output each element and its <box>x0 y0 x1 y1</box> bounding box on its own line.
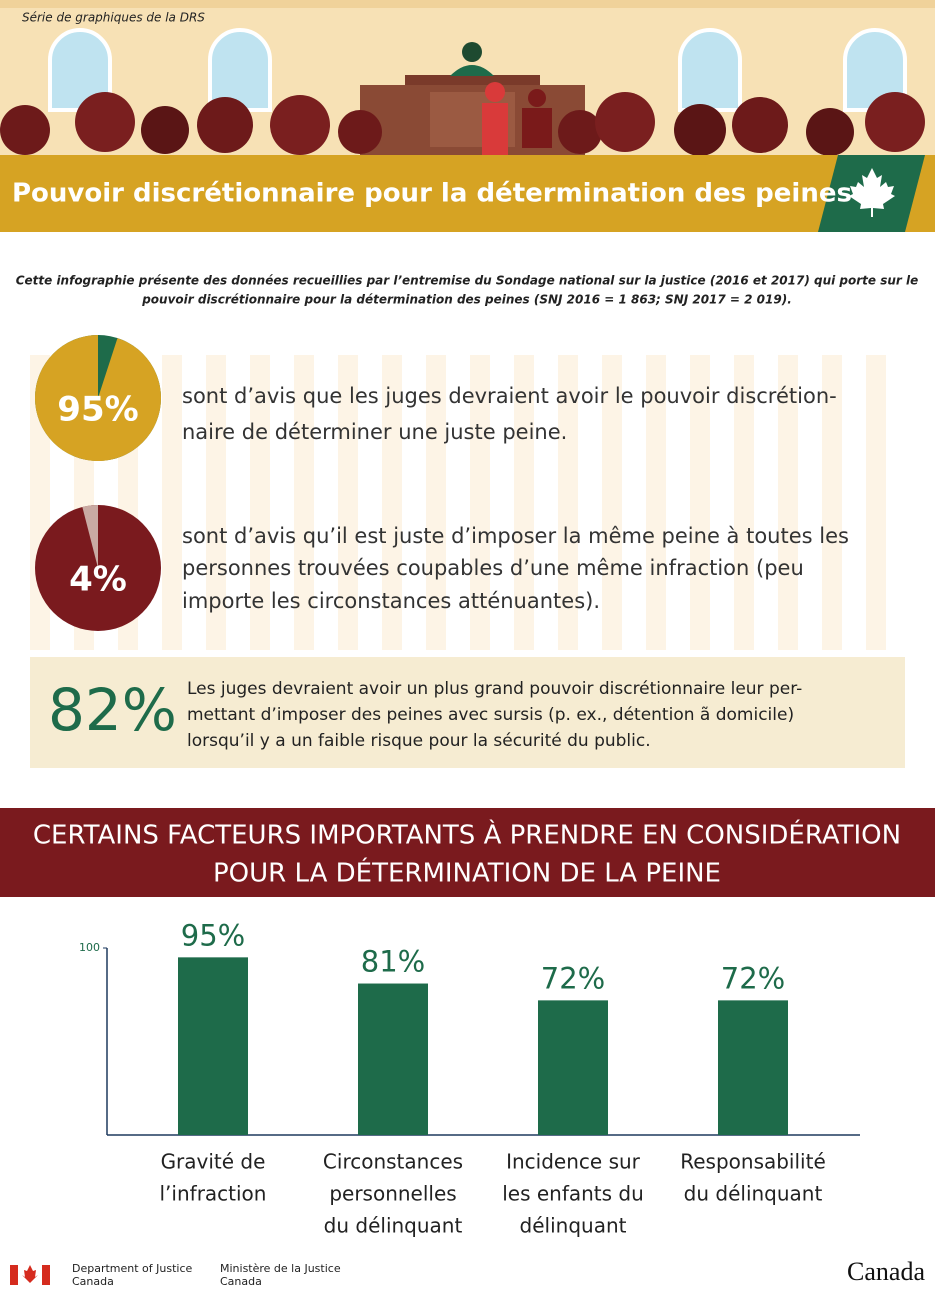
audience <box>0 92 925 156</box>
person <box>485 82 505 102</box>
molding <box>0 0 935 8</box>
background-stripes <box>30 355 886 650</box>
bar <box>718 1000 788 1135</box>
pie-text: personnes trouvées coupables d’une même … <box>182 556 804 580</box>
stripe <box>426 355 446 650</box>
stripe <box>602 355 622 650</box>
flag-leaf <box>22 1265 38 1283</box>
highlight-text: lorsqu’il y a un faible risque pour la s… <box>187 731 651 751</box>
pie-text: importe les circonstances atténuantes). <box>182 589 600 613</box>
intro-line: pouvoir discrétionnaire pour la détermin… <box>141 293 792 307</box>
stripe <box>294 355 314 650</box>
footer: Department of Justice Canada Ministère d… <box>10 1257 925 1288</box>
stripe <box>382 355 402 650</box>
title-band <box>0 155 935 232</box>
section-title: CERTAINS FACTEURS IMPORTANTS À PRENDRE E… <box>33 819 901 851</box>
pie-wedge <box>82 505 98 568</box>
pie-label: 4% <box>69 560 127 600</box>
dept-en: Department of Justice <box>72 1262 193 1275</box>
person <box>522 108 552 148</box>
series-label: Série de graphiques de la DRS <box>22 11 205 25</box>
stripe <box>338 355 358 650</box>
stripe <box>514 355 534 650</box>
pie-label: 95% <box>57 390 138 430</box>
highlight-box <box>30 657 905 768</box>
maple-leaf <box>849 168 895 217</box>
stripe <box>866 355 886 650</box>
judge <box>462 42 482 62</box>
section-title: POUR LA DÉTERMINATION DE LA PEINE <box>213 857 721 889</box>
value-label: 95% <box>181 918 245 952</box>
content: 95% sont d’avis que les juges devraient a… <box>34 335 849 631</box>
header-illustration <box>0 0 935 156</box>
x-tick-label: délinquant <box>520 1214 627 1238</box>
x-tick-label: du délinquant <box>324 1214 463 1238</box>
pie-text: sont d’avis que les juges devraient avoi… <box>182 384 837 408</box>
stripe <box>778 355 798 650</box>
flag-bar <box>42 1265 50 1285</box>
section-banner <box>0 808 935 897</box>
x-tick-label: Incidence sur <box>506 1150 641 1174</box>
pie-text: sont d’avis qu’il est juste d’imposer la… <box>182 524 849 548</box>
x-tick-label: Circonstances <box>323 1150 463 1174</box>
bar <box>538 1000 608 1135</box>
bar <box>358 983 428 1135</box>
stripe <box>558 355 578 650</box>
intro-line: Cette infographie présente des données r… <box>16 274 919 288</box>
title: Pouvoir discrétionnaire pour la détermin… <box>12 179 852 209</box>
stripe <box>250 355 270 650</box>
value-label: 81% <box>361 945 425 979</box>
highlight-text: Les juges devraient avoir un plus grand … <box>187 679 802 699</box>
person <box>482 103 508 155</box>
x-tick-label: du délinquant <box>684 1182 823 1206</box>
dept-en: Canada <box>72 1275 114 1288</box>
flag-bar <box>10 1265 18 1285</box>
stripe <box>822 355 842 650</box>
x-tick-label: les enfants du <box>502 1182 644 1206</box>
stripe <box>690 355 710 650</box>
value-label: 72% <box>541 961 605 995</box>
stripe <box>206 355 226 650</box>
highlight-value: 82% <box>48 676 177 744</box>
windows <box>48 28 907 112</box>
wordmark: Canada <box>847 1257 925 1286</box>
bar <box>178 957 248 1135</box>
bench-top <box>405 75 540 85</box>
judge-robe <box>450 65 494 76</box>
x-tick-label: personnelles <box>329 1182 456 1206</box>
x-tick-label: Responsabilité <box>680 1150 826 1174</box>
stripe <box>162 355 182 650</box>
x-tick-label: l’infraction <box>160 1182 267 1206</box>
stripe <box>470 355 490 650</box>
stripe <box>646 355 666 650</box>
stripe <box>734 355 754 650</box>
dept-fr: Canada <box>220 1275 262 1288</box>
dept-fr: Ministère de la Justice <box>220 1262 341 1275</box>
highlight-text: mettant d’imposer des peines avec sursis… <box>187 705 794 725</box>
y-tick-label: 100 <box>79 941 100 954</box>
value-label: 72% <box>721 961 785 995</box>
x-tick-label: Gravité de <box>161 1150 266 1174</box>
person <box>528 89 546 107</box>
pie-wedge <box>34 335 161 462</box>
bar-chart: 100 95% Gravité de l’infraction 81% Circonsta… <box>79 918 860 1238</box>
pie-text: naire de déterminer une juste peine. <box>182 420 567 444</box>
